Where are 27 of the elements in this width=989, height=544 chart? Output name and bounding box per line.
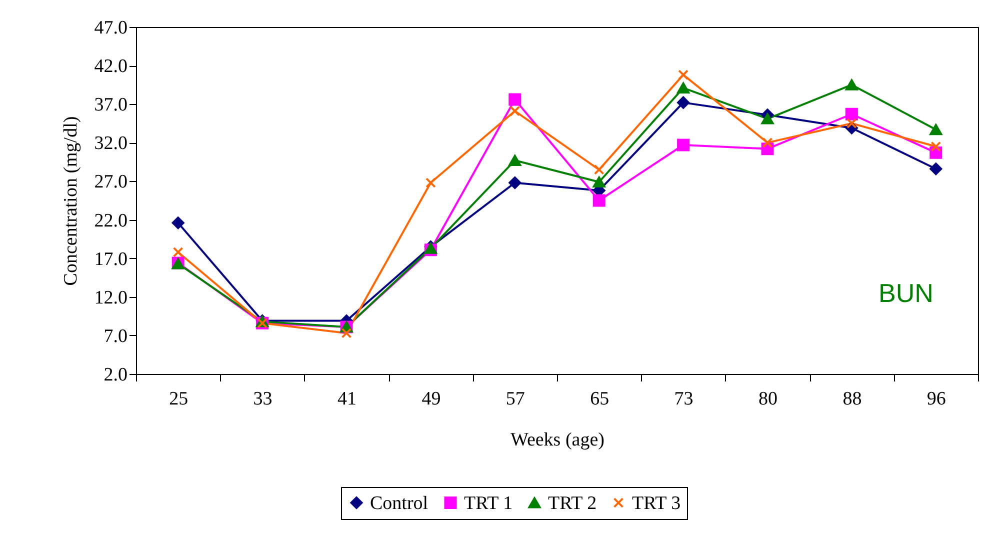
x-tick-label: 96 [926, 388, 946, 410]
y-tick-label: 37.0 [94, 94, 128, 116]
x-tick-label: 33 [253, 388, 272, 410]
legend-label: TRT 2 [548, 492, 597, 514]
x-tick-label: 25 [169, 388, 188, 410]
legend-label: TRT 3 [632, 492, 681, 514]
y-tick-label: 27.0 [94, 172, 128, 193]
y-tick-label: 32.0 [94, 133, 128, 154]
x-tick-label: 49 [422, 388, 441, 410]
x-tick-label: 80 [758, 388, 778, 410]
x-tick-label: 57 [506, 388, 525, 410]
y-tick-label: 22.0 [94, 210, 128, 232]
x-tick-label: 65 [590, 388, 610, 410]
x-tick-label: 41 [338, 388, 356, 410]
y-tick-label: 17.0 [94, 248, 128, 270]
y-tick-label: 12.0 [94, 287, 128, 308]
legend-label: TRT 1 [464, 492, 513, 514]
x-tick-label: 88 [842, 388, 862, 410]
y-tick-label: 2.0 [104, 364, 128, 386]
x-tick-label: 73 [674, 388, 694, 410]
y-tick-label: 47.0 [94, 18, 128, 38]
legend-label: Control [370, 492, 428, 514]
annotation: BUN [878, 278, 934, 308]
x-axis-title: Weeks (age) [510, 430, 604, 450]
y-tick-label: 42.0 [94, 56, 128, 78]
y-axis-title: Concentration (mg/dl) [60, 116, 82, 286]
y-tick-label: 7.0 [104, 326, 128, 347]
